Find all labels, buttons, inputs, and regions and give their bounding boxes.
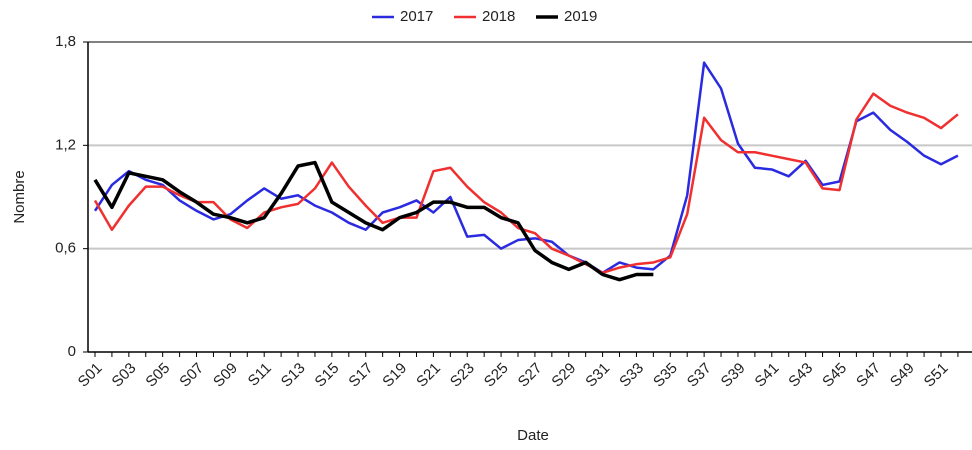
legend-label: 2017 xyxy=(400,8,433,25)
x-tick-label: S45 xyxy=(819,360,850,391)
x-tick-label: S07 xyxy=(176,360,207,391)
x-tick-label: S37 xyxy=(684,360,715,391)
y-tick-label: 0 xyxy=(68,343,76,360)
x-tick-label: S51 xyxy=(921,360,952,391)
x-tick-label: S27 xyxy=(515,360,546,391)
x-tick-label: S39 xyxy=(718,360,749,391)
x-tick-label: S35 xyxy=(650,360,681,391)
series-line xyxy=(93,160,654,282)
x-axis-title: Date xyxy=(517,427,549,444)
x-tick-label: S49 xyxy=(887,360,918,391)
x-tick-label: S13 xyxy=(278,360,309,391)
y-tick-label: 1,2 xyxy=(55,136,76,153)
x-tick-label: S09 xyxy=(210,360,241,391)
x-tick-label: S25 xyxy=(481,360,512,391)
x-tick-label: S15 xyxy=(312,360,343,391)
x-tick-label: S21 xyxy=(413,360,444,391)
x-tick-label: S19 xyxy=(379,360,410,391)
x-tick-label: S01 xyxy=(75,360,106,391)
series-line xyxy=(93,92,959,275)
legend-label: 2018 xyxy=(482,8,515,25)
x-tick-label: S11 xyxy=(245,360,275,390)
x-tick-label: S43 xyxy=(785,360,816,391)
x-tick-label: S31 xyxy=(582,360,613,391)
x-tick-label: S47 xyxy=(853,360,884,391)
y-tick-label: 1,8 xyxy=(55,33,76,50)
x-tick-label: S23 xyxy=(447,360,478,391)
series-line xyxy=(93,61,959,275)
x-tick-label: S03 xyxy=(109,360,140,391)
x-tick-label: S05 xyxy=(142,360,173,391)
x-tick-label: S41 xyxy=(752,360,783,391)
y-axis-title: Nombre xyxy=(11,170,28,223)
x-tick-label: S33 xyxy=(616,360,647,391)
y-tick-label: 0,6 xyxy=(55,240,76,257)
x-tick-label: S29 xyxy=(548,360,579,391)
legend-label: 2019 xyxy=(564,8,597,25)
x-tick-label: S17 xyxy=(345,360,376,391)
